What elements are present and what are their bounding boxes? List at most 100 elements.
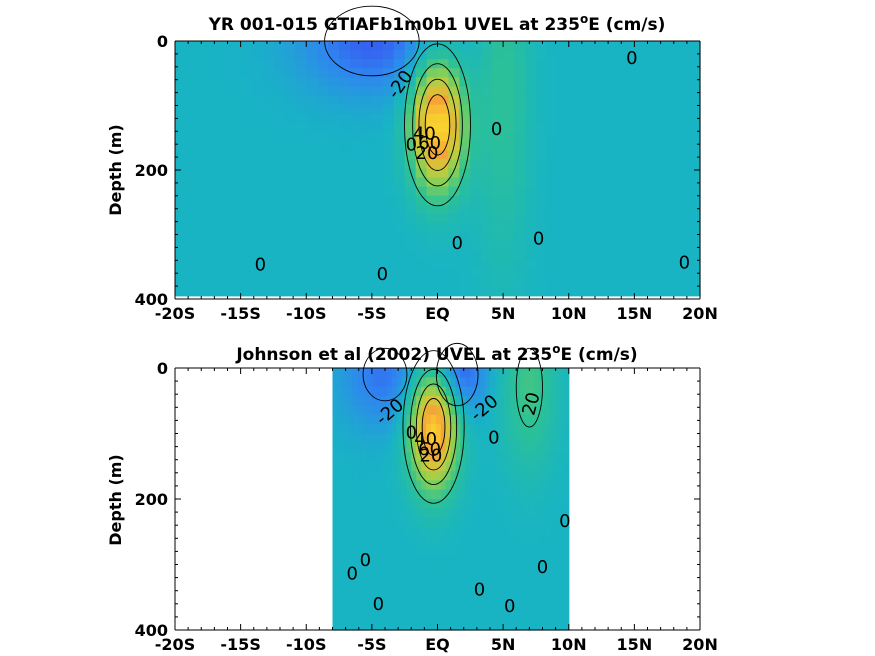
heatmap-cell — [509, 592, 516, 603]
heatmap-cell — [535, 95, 548, 106]
heatmap-cell — [404, 268, 417, 279]
heatmap-cell — [440, 470, 447, 481]
heatmap-cell — [426, 405, 432, 416]
heatmap-cell — [524, 470, 530, 481]
heatmap-cell — [504, 527, 511, 538]
heatmap-cell — [350, 213, 362, 224]
heatmap-cell — [667, 41, 679, 51]
heatmap-cell — [645, 50, 657, 60]
heatmap-cell — [579, 122, 592, 133]
heatmap-cell — [366, 414, 373, 425]
heatmap-cell — [435, 377, 442, 388]
heatmap-cell — [470, 168, 482, 179]
heatmap-cell — [437, 204, 450, 215]
heatmap-cell — [396, 536, 402, 547]
heatmap-cell — [678, 95, 690, 106]
heatmap-cell — [401, 414, 407, 425]
heatmap-cell — [332, 386, 339, 397]
heatmap-cell — [328, 177, 340, 188]
heatmap-cell — [490, 527, 496, 538]
heatmap-cell — [678, 177, 690, 188]
heatmap-cell — [411, 592, 417, 603]
heatmap-cell — [376, 601, 383, 612]
heatmap-cell — [490, 620, 496, 631]
heatmap-cell — [568, 59, 581, 69]
heatmap-cell — [411, 517, 417, 528]
heatmap-cell — [306, 204, 318, 215]
heatmap-cell — [450, 386, 457, 397]
heatmap-cell — [342, 433, 348, 444]
heatmap-cell — [470, 414, 476, 425]
heatmap-cell — [404, 259, 417, 270]
heatmap-cell — [645, 213, 657, 224]
heatmap-cell — [391, 545, 398, 556]
heatmap-cell — [426, 168, 439, 179]
heatmap-cell — [645, 232, 657, 242]
heatmap-cell — [328, 259, 340, 270]
heatmap-cell — [306, 277, 318, 288]
heatmap-cell — [386, 508, 393, 519]
heatmap-cell — [553, 414, 560, 425]
heatmap-cell — [396, 368, 402, 378]
x-tick-label: -5S — [357, 304, 386, 323]
heatmap-cell — [590, 113, 603, 124]
heatmap-cells — [175, 41, 701, 297]
heatmap-cell — [490, 480, 496, 491]
heatmap-cell — [612, 150, 625, 160]
heatmap-cell — [623, 41, 635, 51]
heatmap-cell — [360, 241, 373, 251]
heatmap-cell — [391, 508, 398, 519]
heatmap-cell — [558, 527, 565, 538]
heatmap-cell — [689, 168, 701, 179]
heatmap-cell — [284, 195, 296, 206]
heatmap-cell — [529, 489, 535, 500]
heatmap-cell — [480, 442, 486, 453]
heatmap-cell — [352, 452, 358, 463]
y-tick-label: 200 — [135, 161, 168, 180]
heatmap-cell — [494, 527, 501, 538]
heatmap-cell — [386, 480, 393, 491]
heatmap-cells — [332, 368, 570, 631]
heatmap-cell — [295, 104, 307, 115]
heatmap-cell — [262, 277, 275, 288]
heatmap-cell — [366, 368, 373, 378]
heatmap-cell — [196, 286, 209, 297]
heatmap-cell — [251, 268, 264, 279]
heatmap-cell — [347, 583, 353, 594]
heatmap-cell — [337, 424, 343, 435]
heatmap-cell — [435, 527, 442, 538]
heatmap-cell — [435, 480, 442, 491]
heatmap-cell — [306, 213, 318, 224]
heatmap-cell — [492, 150, 504, 160]
heatmap-cell — [352, 508, 358, 519]
heatmap-cell — [371, 405, 378, 416]
heatmap-cell — [549, 545, 555, 556]
heatmap-cell — [568, 50, 581, 60]
heatmap-cell — [435, 536, 442, 547]
heatmap-cell — [534, 517, 540, 528]
heatmap-cell — [416, 592, 422, 603]
heatmap-cell — [568, 186, 581, 197]
heatmap-cell — [229, 268, 242, 279]
heatmap-cell — [645, 104, 657, 115]
heatmap-cell — [529, 452, 535, 463]
heatmap-cell — [568, 241, 581, 251]
heatmap-cell — [514, 213, 526, 224]
heatmap-cell — [563, 517, 570, 528]
heatmap-cell — [481, 186, 493, 197]
heatmap-cell — [401, 396, 407, 407]
heatmap-cell — [455, 601, 462, 612]
heatmap-cell — [426, 433, 432, 444]
heatmap-cell — [426, 601, 432, 612]
heatmap-cell — [357, 480, 363, 491]
heatmap-cell — [284, 241, 296, 251]
heatmap-cell — [448, 86, 460, 97]
heatmap-cell — [503, 141, 515, 151]
heatmap-cell — [448, 168, 460, 179]
heatmap-cell — [421, 424, 427, 435]
heatmap-cell — [371, 508, 378, 519]
heatmap-cell — [393, 250, 406, 260]
heatmap-cell — [557, 113, 570, 124]
heatmap-cell — [386, 386, 393, 397]
heatmap-cell — [678, 222, 690, 233]
